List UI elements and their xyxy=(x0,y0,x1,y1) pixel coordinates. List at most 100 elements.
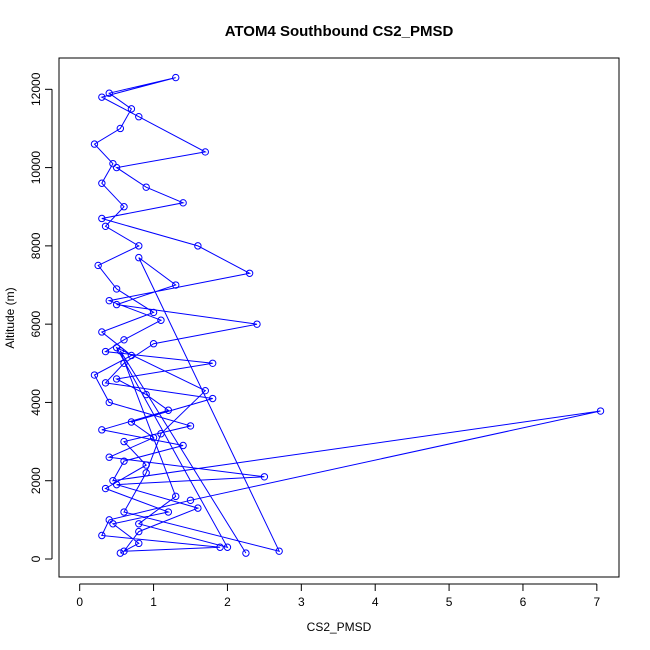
data-point xyxy=(105,89,113,97)
data-point xyxy=(112,480,121,489)
data-point xyxy=(127,351,136,360)
data-point xyxy=(112,375,121,383)
data-point xyxy=(120,457,128,465)
data-point xyxy=(179,199,187,207)
data-point xyxy=(105,453,113,461)
x-tick-label: 3 xyxy=(298,595,305,609)
data-point xyxy=(164,406,173,414)
data-point xyxy=(135,253,143,262)
data-point xyxy=(94,261,102,270)
data-point xyxy=(98,214,106,223)
data-point xyxy=(120,336,128,344)
x-tick-label: 6 xyxy=(520,595,527,609)
data-point xyxy=(245,269,254,277)
data-point xyxy=(253,320,261,328)
data-point xyxy=(172,281,180,289)
data-point xyxy=(127,105,136,113)
data-point xyxy=(194,242,202,250)
data-point xyxy=(135,520,143,528)
data-point xyxy=(98,426,106,434)
data-point xyxy=(142,461,150,469)
y-tick-label: 0 xyxy=(29,555,43,562)
data-point xyxy=(179,441,187,450)
data-point xyxy=(105,516,113,524)
data-point xyxy=(194,504,202,512)
data-point xyxy=(208,394,217,403)
data-point xyxy=(223,543,232,551)
data-point xyxy=(120,547,128,555)
data-point xyxy=(98,93,106,101)
x-tick-label: 0 xyxy=(76,595,83,609)
y-tick-label: 4000 xyxy=(29,389,43,416)
series-layer xyxy=(90,73,605,557)
y-tick-label: 12000 xyxy=(29,72,43,106)
data-point xyxy=(216,543,224,551)
data-point xyxy=(120,203,128,211)
x-tick-label: 2 xyxy=(224,595,231,609)
data-point xyxy=(90,371,99,379)
data-point xyxy=(172,73,180,82)
data-point xyxy=(135,527,143,536)
y-tick-label: 8000 xyxy=(29,232,43,259)
data-point xyxy=(142,183,150,191)
data-point xyxy=(157,430,165,438)
data-point xyxy=(101,222,110,231)
data-point xyxy=(596,407,605,415)
x-tick-label: 4 xyxy=(372,595,379,609)
data-point xyxy=(98,179,106,187)
data-point xyxy=(275,547,283,555)
data-point xyxy=(127,418,136,426)
y-axis: 0 2000 4000 6000 8000 10000 12000 xyxy=(29,72,53,562)
x-tick-label: 7 xyxy=(593,595,600,609)
y-tick-label: 2000 xyxy=(29,467,43,494)
data-point xyxy=(142,390,150,399)
data-point xyxy=(120,508,128,516)
data-point xyxy=(112,285,121,293)
data-point xyxy=(149,308,158,317)
data-point xyxy=(120,437,128,446)
data-point xyxy=(186,422,195,430)
data-point xyxy=(101,379,110,387)
data-point xyxy=(149,433,158,442)
data-point xyxy=(109,159,117,168)
data-point xyxy=(201,386,209,395)
data-point xyxy=(112,163,121,172)
data-point xyxy=(105,398,113,407)
series-line xyxy=(93,77,601,554)
y-axis-label: Altitude (m) xyxy=(3,287,17,348)
data-point xyxy=(98,531,106,540)
data-point xyxy=(90,140,99,148)
data-point xyxy=(109,477,117,485)
data-point xyxy=(112,300,121,309)
data-point xyxy=(157,316,165,324)
data-point xyxy=(116,549,125,557)
chart-title: ATOM4 Southbound CS2_PMSD xyxy=(225,23,454,40)
data-point xyxy=(142,469,150,477)
data-point xyxy=(105,296,113,305)
data-point xyxy=(98,328,106,336)
data-point xyxy=(149,340,158,348)
data-point xyxy=(172,492,180,501)
data-point xyxy=(116,124,125,133)
data-point xyxy=(116,347,125,355)
data-point xyxy=(260,473,269,481)
data-point xyxy=(242,549,250,557)
data-point xyxy=(201,148,209,156)
x-tick-label: 5 xyxy=(446,595,453,609)
x-tick-label: 1 xyxy=(150,595,157,609)
data-point xyxy=(109,520,117,528)
data-point xyxy=(120,359,128,367)
x-axis: 0 1 2 3 4 5 6 7 xyxy=(76,583,600,609)
data-point xyxy=(101,347,110,356)
y-tick-label: 6000 xyxy=(29,310,43,337)
data-point xyxy=(135,113,143,121)
plot-frame xyxy=(58,57,620,578)
data-point xyxy=(101,484,110,493)
y-tick-label: 10000 xyxy=(29,151,43,185)
data-point xyxy=(208,359,217,367)
data-point xyxy=(135,539,143,548)
data-point xyxy=(164,508,173,516)
data-point xyxy=(135,242,143,250)
data-point xyxy=(186,496,195,504)
